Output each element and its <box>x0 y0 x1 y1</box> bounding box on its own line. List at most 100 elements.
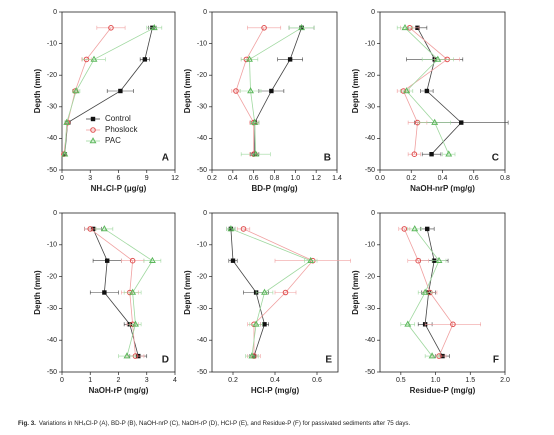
marker <box>87 226 94 232</box>
y-tick-label: -10 <box>365 242 375 249</box>
y-axis-title: Depth (mm) <box>183 270 192 315</box>
marker <box>435 256 443 263</box>
marker <box>61 150 69 157</box>
marker <box>401 226 408 232</box>
x-axis-title: NaOH-nrP (mg/g) <box>410 184 475 193</box>
marker <box>445 150 453 157</box>
panel: 0.0 0.2 0.4 0.6 0.8 0 -10 -20 -30 -40 -50 NaOH-nrP … <box>351 9 510 193</box>
panel-label: B <box>324 153 331 164</box>
y-tick-label: -30 <box>197 305 207 312</box>
x-tick-label: 0.4 <box>228 175 238 182</box>
x-axis-title: HCl-P (mg/g) <box>251 386 300 395</box>
x-axis-title: NH₄Cl-P (μg/g) <box>91 184 147 193</box>
x-tick-label: 1.5 <box>465 377 475 384</box>
y-tick-label: -20 <box>47 72 57 79</box>
x-tick-label: 3 <box>88 175 92 182</box>
series-line <box>63 27 112 155</box>
y-tick-label: -40 <box>365 337 375 344</box>
y-tick-label: -30 <box>47 305 57 312</box>
marker <box>247 87 254 94</box>
x-axis-title: BD-P (mg/g) <box>251 184 297 193</box>
legend-marker <box>89 137 97 144</box>
marker <box>252 150 260 157</box>
x-tick-label: 0.8 <box>270 175 280 182</box>
x-tick-label: 1 <box>88 377 92 384</box>
y-tick-label: -50 <box>365 167 375 174</box>
marker <box>262 322 267 327</box>
plot-frame <box>379 212 506 373</box>
y-tick-label: -30 <box>365 305 375 312</box>
marker <box>233 88 239 94</box>
marker <box>411 225 419 232</box>
x-tick-label: 1.2 <box>311 175 321 182</box>
panel: 0 3 6 9 12 0 -10 -20 -30 -40 -50 NH₄Cl-P (μg/g) Dept… <box>33 9 179 193</box>
marker <box>425 226 430 232</box>
y-tick-label: -30 <box>47 104 57 111</box>
marker <box>246 55 253 62</box>
marker <box>404 320 412 327</box>
y-tick-label: -10 <box>47 40 57 47</box>
x-tick-label: 1.0 <box>431 377 441 384</box>
marker <box>411 151 418 157</box>
y-axis-title: Depth (mm) <box>33 68 42 113</box>
x-tick-label: 4 <box>173 377 177 384</box>
x-tick-label: 2.0 <box>500 377 510 384</box>
y-tick-label: 0 <box>371 9 375 16</box>
y-tick-label: -50 <box>365 369 375 376</box>
series-line <box>249 27 302 155</box>
marker <box>282 289 289 296</box>
panel-label: D <box>162 355 169 366</box>
marker <box>105 258 110 263</box>
caption-label: Fig. 3. <box>18 420 36 427</box>
marker <box>118 88 123 94</box>
x-tick-label: 6 <box>117 175 121 182</box>
error-bar <box>146 25 163 30</box>
x-tick-label: 0.2 <box>207 175 217 182</box>
y-tick-label: -10 <box>197 242 207 249</box>
x-axis-title: NaOH-rP (mg/g) <box>89 386 149 395</box>
x-tick-label: 1.0 <box>290 175 300 182</box>
y-tick-label: 0 <box>203 210 207 217</box>
y-tick-label: -20 <box>47 273 57 280</box>
x-tick-label: 12 <box>171 175 179 182</box>
x-tick-label: 0.4 <box>438 175 448 182</box>
x-tick-label: 0 <box>60 377 64 384</box>
marker <box>123 352 131 359</box>
series-line <box>230 228 312 357</box>
marker <box>287 57 293 62</box>
y-axis-title: Depth (mm) <box>183 68 192 113</box>
y-tick-label: -10 <box>47 242 57 249</box>
marker <box>261 25 267 31</box>
y-tick-label: -40 <box>47 337 57 344</box>
marker <box>148 256 156 263</box>
error-bar <box>96 25 126 30</box>
caption: Fig. 3. Variations in NH₄Cl-P (A), BD-P (… <box>18 420 411 427</box>
x-tick-label: 0.4 <box>270 377 280 384</box>
y-axis-title: Depth (mm) <box>351 68 360 113</box>
x-tick-label: 0 <box>60 175 64 182</box>
series-line <box>104 228 153 357</box>
y-axis-title: Depth (mm) <box>351 270 360 315</box>
marker <box>459 120 464 125</box>
x-tick-label: 3 <box>145 377 149 384</box>
marker <box>431 118 439 125</box>
marker <box>63 118 71 125</box>
marker <box>421 288 429 295</box>
y-tick-label: -30 <box>197 104 207 111</box>
series-line <box>243 228 314 357</box>
y-tick-label: -40 <box>197 337 207 344</box>
marker <box>108 25 114 31</box>
y-tick-label: -20 <box>197 273 207 280</box>
marker <box>415 257 421 264</box>
marker <box>131 320 139 327</box>
x-tick-label: 0.6 <box>249 175 259 182</box>
x-tick-label: 0.6 <box>312 377 322 384</box>
marker <box>142 57 148 62</box>
y-tick-label: -40 <box>365 135 375 142</box>
y-tick-label: -20 <box>365 273 375 280</box>
x-tick-label: 1.4 <box>332 175 342 182</box>
y-tick-label: -40 <box>197 135 207 142</box>
marker <box>424 88 430 94</box>
y-tick-label: -10 <box>365 40 375 47</box>
